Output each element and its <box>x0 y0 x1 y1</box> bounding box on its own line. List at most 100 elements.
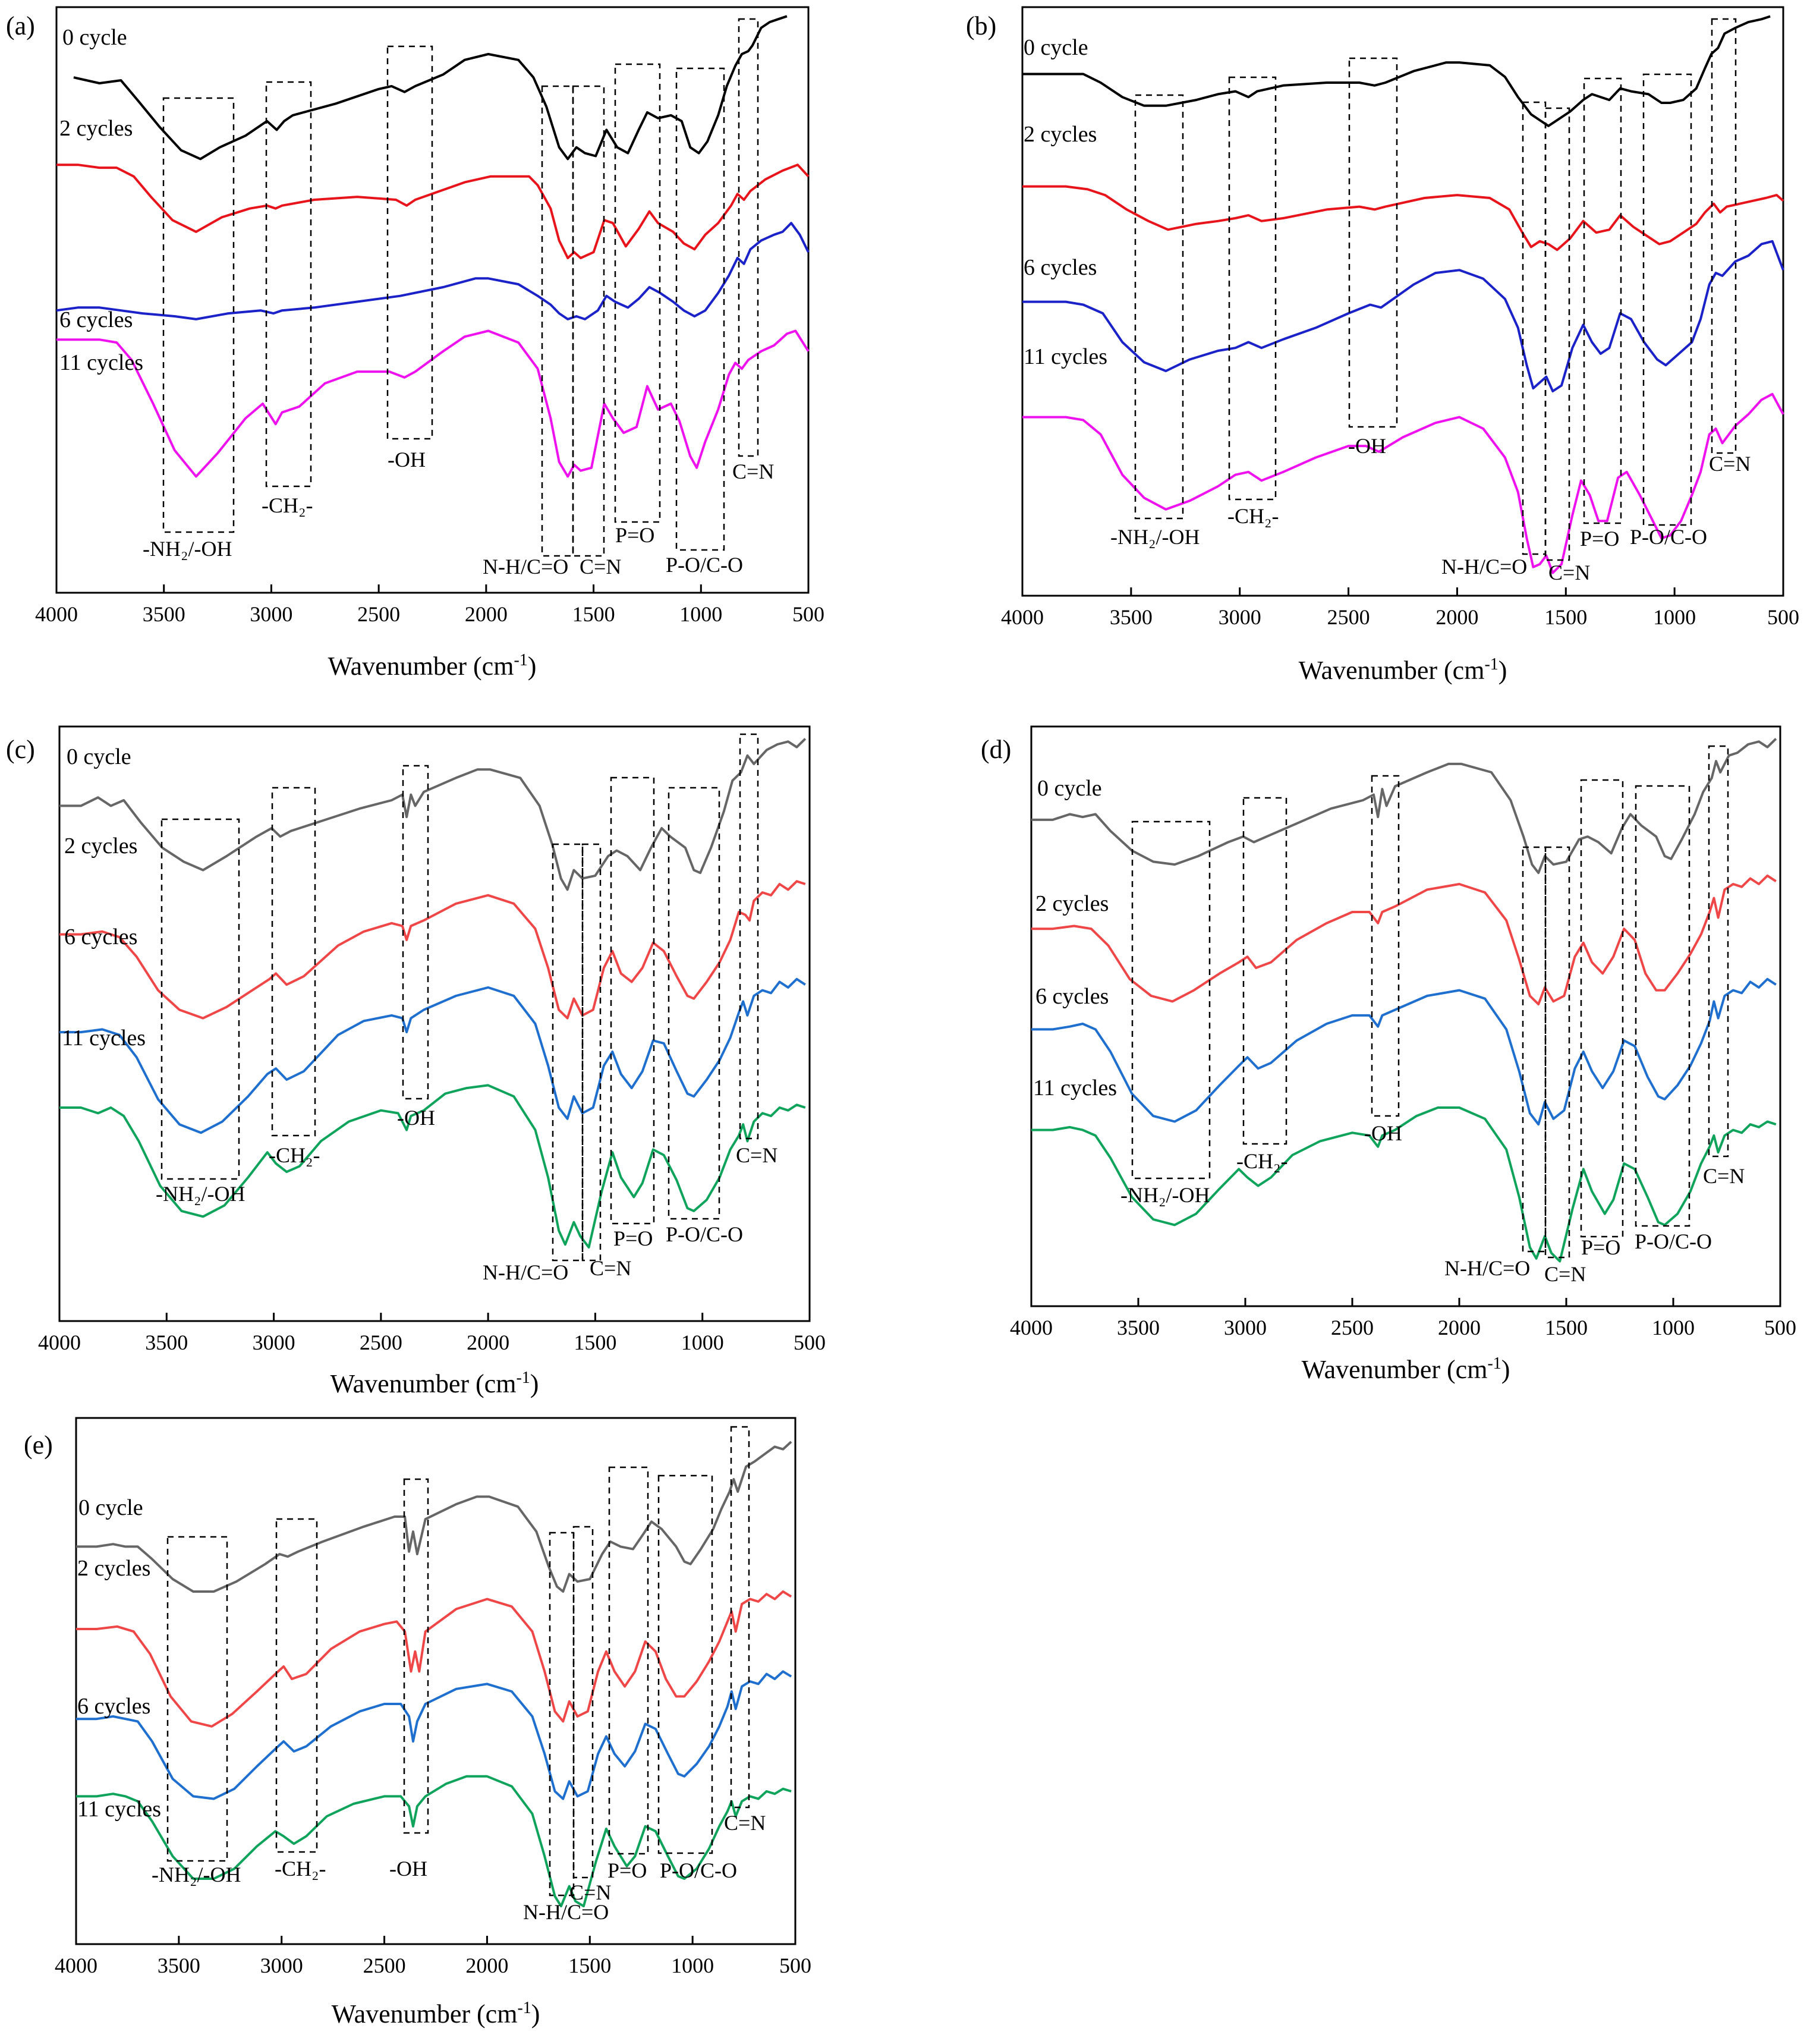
band-label-nh2-oh: -NH₂/-OH <box>156 1182 245 1206</box>
series-label-11-cycles: 11 cycles <box>1033 1076 1117 1100</box>
plot-frame <box>1030 725 1781 1307</box>
x-axis-label: Wavenumber (cm-1) <box>332 1999 540 2029</box>
series-label-6-cycles: 6 cycles <box>1035 984 1109 1009</box>
band-boxes <box>1131 745 1729 1259</box>
x-tick-label-4000: 4000 <box>1010 1316 1053 1339</box>
series-line-2-cycles <box>1031 874 1777 1006</box>
band-box-nh2-oh <box>160 818 240 1180</box>
x-tick-label-3000: 3000 <box>260 1954 303 1977</box>
band-box-cn <box>572 1526 594 1879</box>
x-ticks: 4000 3500 3000 2500 2000 1500 1000 500 <box>35 584 824 626</box>
series-lines <box>56 15 810 478</box>
series-label-2-cycles: 2 cycles <box>64 834 137 859</box>
series-lines <box>1022 15 1784 574</box>
series-label-6-cycles: 6 cycles <box>64 924 137 949</box>
x-tick-label-3000: 3000 <box>1224 1316 1267 1339</box>
band-box-oh <box>386 45 433 440</box>
series-label-0-cycle: 0 cycle <box>1024 35 1088 60</box>
band-label-po: P=O <box>613 1227 653 1250</box>
band-label-ch2: -CH₂- <box>262 493 313 517</box>
band-label-po: P=O <box>615 523 654 547</box>
series-line-6-cycles <box>1022 240 1784 392</box>
x-tick-label-3000: 3000 <box>253 1331 295 1354</box>
band-label-cn: C=N <box>569 1881 611 1904</box>
band-label-oh: -OH <box>1364 1121 1402 1145</box>
band-box-cn-2 <box>739 733 759 1140</box>
x-axis-label: Wavenumber (cm-1) <box>328 651 537 681</box>
band-label-oh: -OH <box>389 1857 427 1881</box>
band-box-po <box>1580 779 1624 1238</box>
x-tick-label-1000: 1000 <box>1653 605 1696 629</box>
series-line-2-cycles <box>76 1590 792 1728</box>
panel-label: (b) <box>966 11 996 40</box>
band-box-oh <box>403 1478 429 1834</box>
band-box-nh2-oh <box>1134 94 1184 520</box>
x-tick-label-2000: 2000 <box>1438 1316 1481 1339</box>
series-label-6-cycles: 6 cycles <box>77 1694 150 1719</box>
band-box-ch2 <box>275 1518 318 1853</box>
series-labels: 0 cycle 2 cycles 6 cycles 11 cycles <box>59 25 143 375</box>
x-tick-label-2000: 2000 <box>467 1331 509 1354</box>
series-labels: 0 cycle 2 cycles 6 cycles 11 cycles <box>1024 35 1107 369</box>
band-label-cn: C=N <box>590 1256 631 1280</box>
x-tick-label-2000: 2000 <box>1435 605 1478 629</box>
band-box-oh <box>1348 57 1398 428</box>
band-box-ch2 <box>1228 76 1277 501</box>
x-tick-label-3500: 3500 <box>158 1954 200 1977</box>
series-label-0-cycle: 0 cycle <box>1037 776 1102 801</box>
band-box-nh-co <box>1522 101 1547 555</box>
panel-e: (e) 4000 3500 3000 2500 2000 1500 1000 500 0 cy… <box>24 1417 811 2029</box>
plot-frame <box>75 1417 797 1945</box>
band-label-ch2: -CH₂- <box>1227 504 1279 528</box>
band-box-nh2-oh <box>166 1536 228 1862</box>
x-tick-label-1500: 1500 <box>572 602 615 626</box>
series-label-11-cycles: 11 cycles <box>1024 344 1107 369</box>
band-label-ch2: -CH₂- <box>269 1143 320 1167</box>
series-line-0-cycle <box>73 15 788 161</box>
band-box-po-co <box>1635 785 1690 1227</box>
x-tick-label-500: 500 <box>1767 605 1799 629</box>
series-line-11-cycles <box>76 1775 792 1908</box>
band-label-nh2-oh: -NH₂/-OH <box>152 1863 241 1886</box>
band-label-oh: -OH <box>388 448 426 471</box>
x-tick-label-3500: 3500 <box>145 1331 188 1354</box>
band-box-cn-2 <box>1711 18 1737 454</box>
x-tick-label-2500: 2500 <box>1331 1316 1374 1339</box>
series-label-6-cycles: 6 cycles <box>59 307 133 332</box>
band-box-cn-2 <box>1708 745 1729 1158</box>
series-line-11-cycles <box>56 329 810 478</box>
band-box-nh2-oh <box>162 97 235 533</box>
band-label-oh: -OH <box>1348 434 1386 458</box>
series-label-6-cycles: 6 cycles <box>1024 255 1097 280</box>
band-box-ch2 <box>271 787 316 1137</box>
band-label-nh2-oh: -NH₂/-OH <box>1120 1183 1210 1207</box>
band-label-po-co: P-O/C-O <box>1630 525 1707 549</box>
band-box-nh-co <box>552 843 584 1262</box>
x-tick-label-1500: 1500 <box>1545 1316 1588 1339</box>
band-box-po-co <box>657 1474 713 1854</box>
band-box-nh-co <box>1522 846 1547 1253</box>
series-line-11-cycles <box>59 1084 806 1249</box>
band-box-po <box>608 1466 649 1855</box>
x-tick-label-1000: 1000 <box>671 1954 714 1977</box>
x-tick-label-1500: 1500 <box>1544 605 1587 629</box>
band-label-po-co: P-O/C-O <box>660 1859 737 1882</box>
band-label-cn-2: C=N <box>736 1143 777 1167</box>
series-line-0-cycle <box>59 738 807 891</box>
series-label-2-cycles: 2 cycles <box>1035 891 1109 916</box>
x-tick-label-500: 500 <box>1764 1316 1796 1339</box>
x-ticks: 4000 3500 3000 2500 2000 1500 1000 500 <box>1010 1298 1796 1339</box>
x-tick-label-2500: 2500 <box>363 1954 406 1977</box>
series-line-11-cycles <box>1022 392 1784 574</box>
series-label-11-cycles: 11 cycles <box>77 1797 161 1822</box>
series-line-6-cycles <box>76 1670 792 1800</box>
series-label-0-cycle: 0 cycle <box>78 1495 143 1520</box>
band-label-cn: C=N <box>1548 561 1590 584</box>
plot-frame <box>55 6 810 594</box>
band-label-cn-2: C=N <box>724 1811 766 1835</box>
band-label-po-co: P-O/C-O <box>1635 1229 1712 1253</box>
x-tick-label-4000: 4000 <box>38 1331 81 1354</box>
x-tick-label-3500: 3500 <box>1117 1316 1160 1339</box>
band-label-cn: C=N <box>1544 1262 1586 1286</box>
